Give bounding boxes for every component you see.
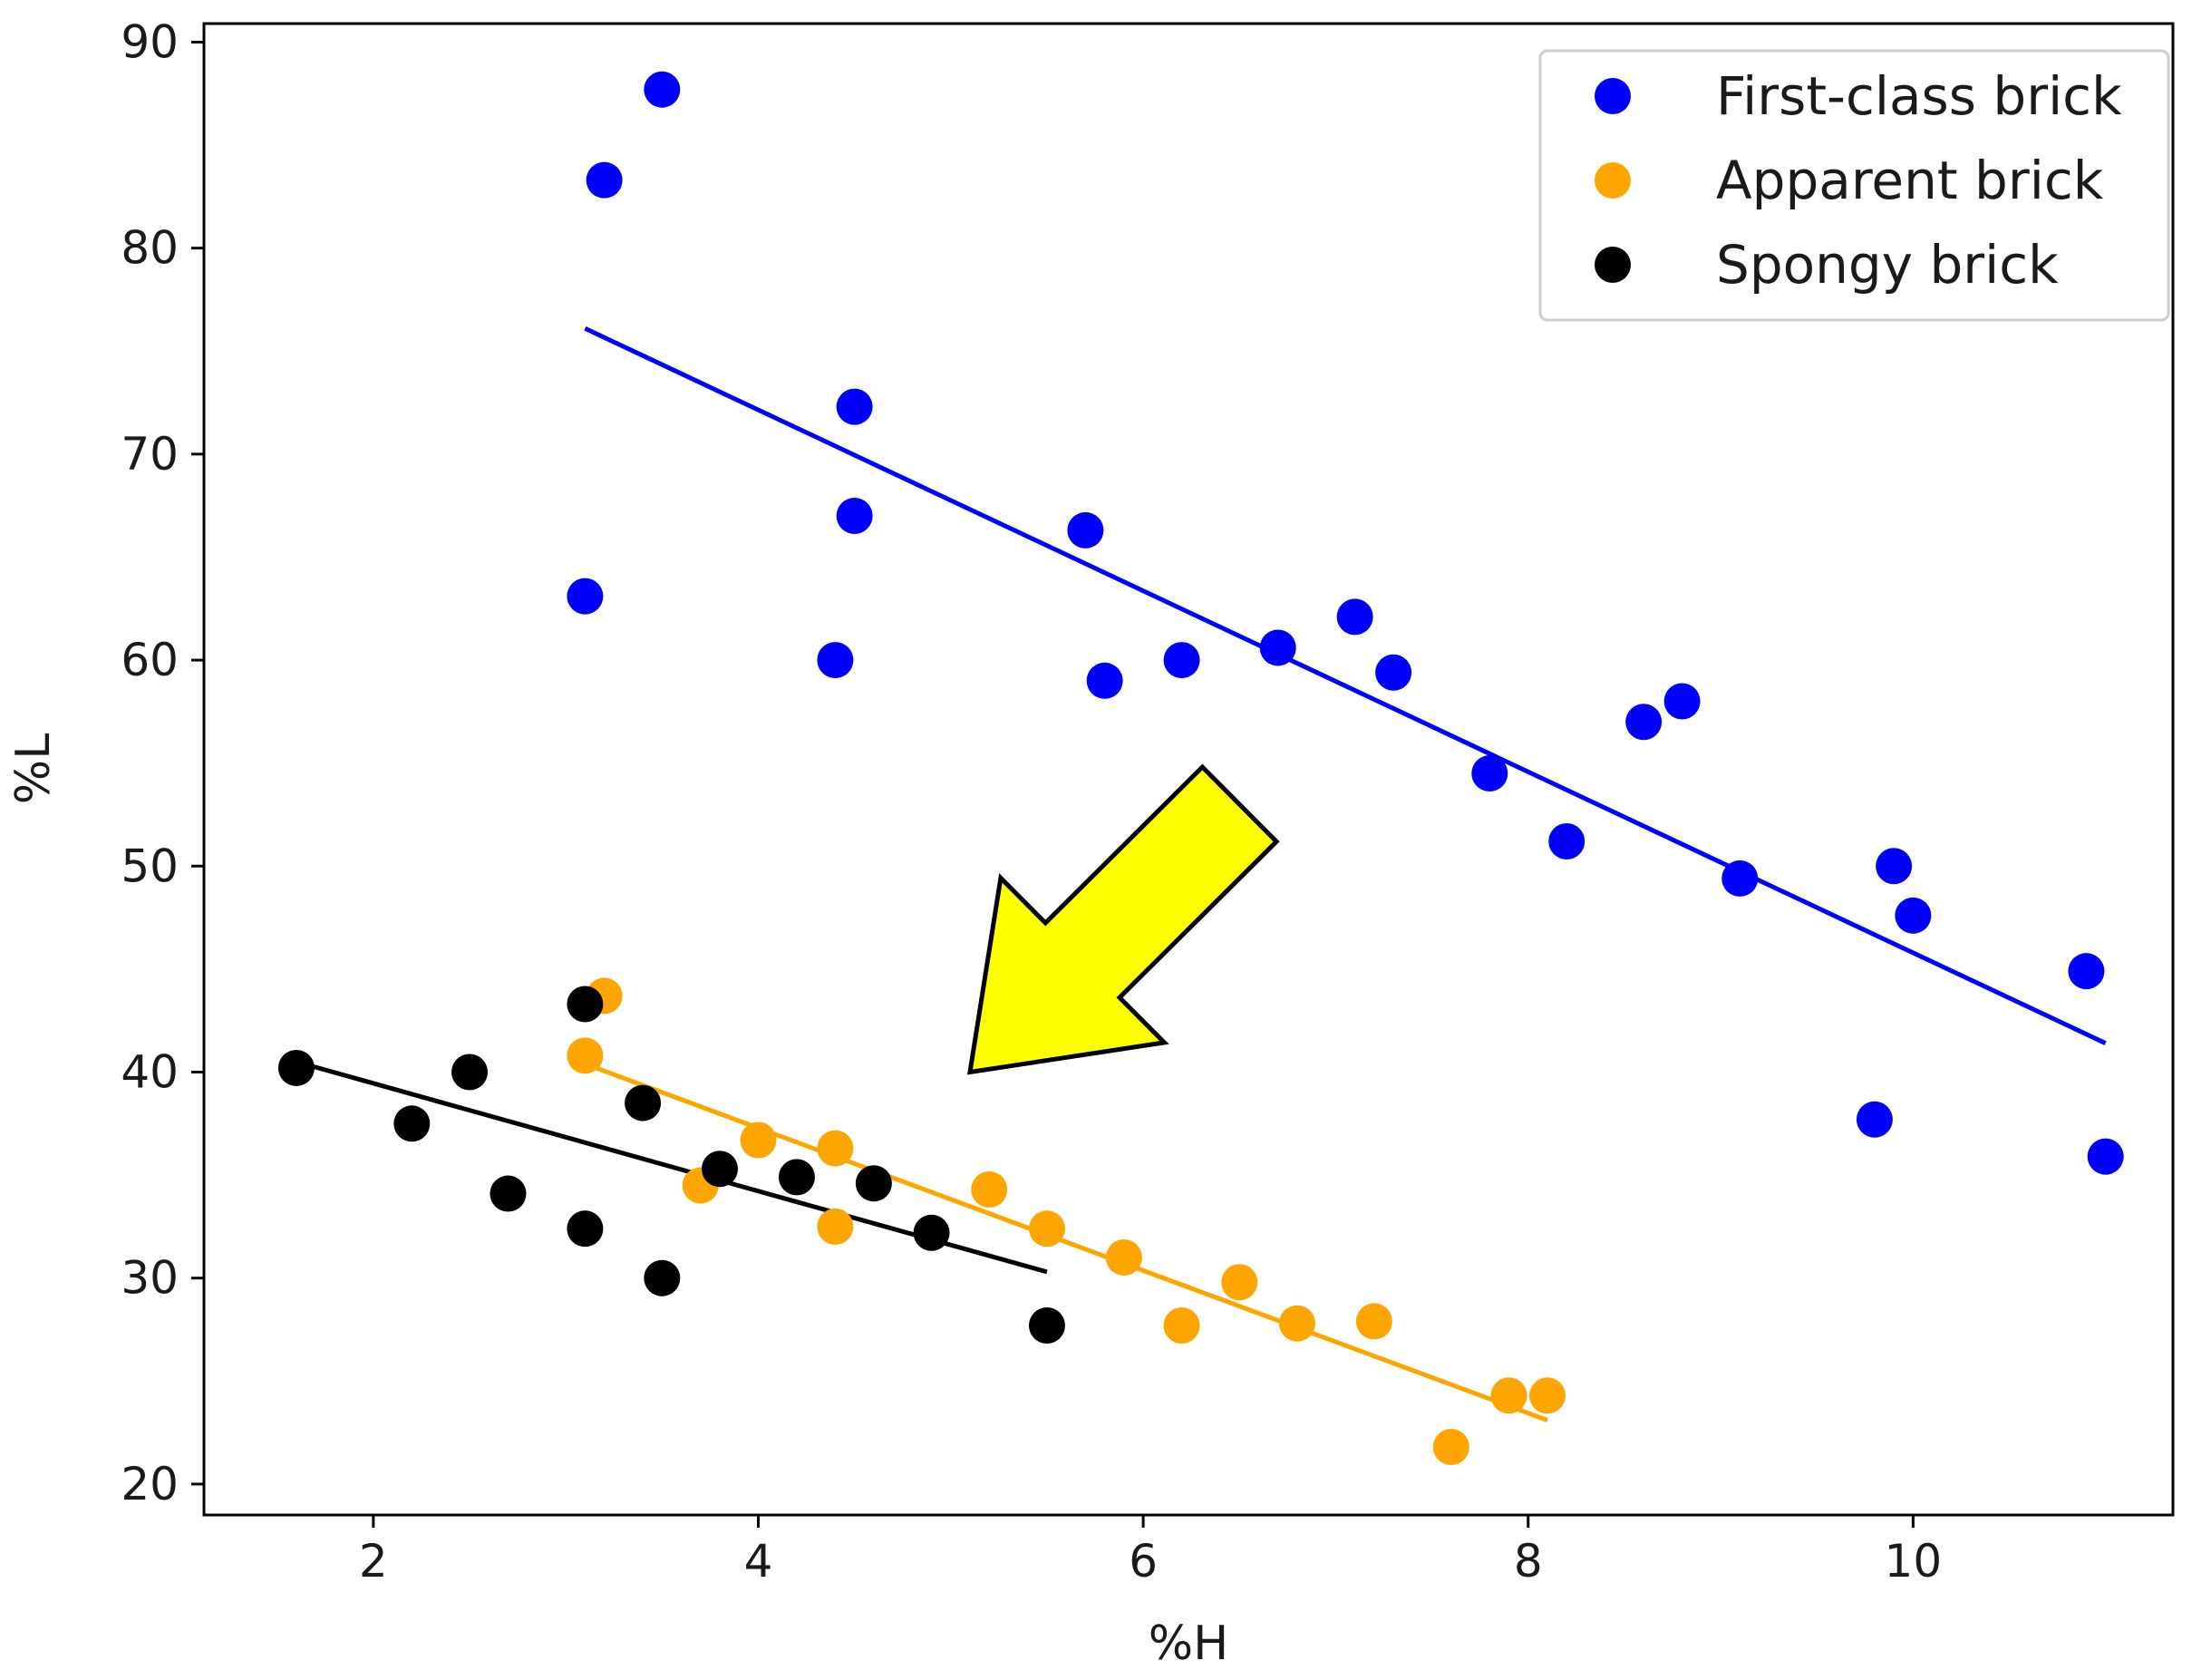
x-tick-label: 8 <box>1514 1535 1543 1588</box>
data-point <box>1067 511 1104 549</box>
legend-label: Spongy brick <box>1716 234 2059 296</box>
y-tick-label: 40 <box>121 1045 179 1098</box>
y-tick-label: 80 <box>121 222 179 275</box>
legend-marker <box>1595 247 1631 283</box>
data-point <box>1856 1101 1893 1138</box>
x-axis-label: %H <box>1149 1617 1229 1671</box>
data-point <box>1259 629 1296 666</box>
data-point <box>567 986 604 1023</box>
data-point <box>567 1037 604 1074</box>
x-tick-label: 6 <box>1129 1535 1158 1588</box>
data-point <box>1086 662 1123 699</box>
data-point <box>1105 1238 1142 1276</box>
y-tick-label: 90 <box>121 15 179 68</box>
data-point <box>451 1054 488 1091</box>
data-point <box>817 642 854 679</box>
data-point <box>1375 654 1412 691</box>
data-point <box>1471 755 1508 792</box>
data-point <box>625 1084 662 1122</box>
data-point <box>1163 1306 1200 1344</box>
data-point <box>1028 1306 1065 1344</box>
legend-marker <box>1595 162 1631 199</box>
data-point <box>1278 1305 1315 1342</box>
data-point <box>567 1210 604 1248</box>
data-point <box>836 498 873 535</box>
data-point <box>1876 848 1913 885</box>
data-point <box>855 1165 892 1202</box>
data-point <box>393 1105 431 1142</box>
data-point <box>913 1214 950 1251</box>
data-point <box>2087 1138 2124 1175</box>
arrow-shape <box>966 763 1280 1075</box>
data-point <box>567 578 604 615</box>
data-point <box>817 1208 854 1245</box>
data-point <box>2068 953 2105 990</box>
data-point <box>1528 1377 1566 1414</box>
legend-label: Apparent brick <box>1716 150 2104 211</box>
data-point <box>817 1130 854 1167</box>
legend: First-class brick Apparent brick Spongy br… <box>1538 49 2170 322</box>
x-axis-ticks: 2 4 6 8 10 <box>359 1515 1942 1588</box>
data-point <box>277 1049 315 1086</box>
data-point <box>1663 683 1701 720</box>
x-tick-label: 10 <box>1885 1535 1943 1588</box>
data-point <box>1432 1429 1469 1466</box>
y-tick-label: 60 <box>121 634 179 686</box>
x-tick-label: 4 <box>744 1535 773 1588</box>
x-tick-label: 2 <box>359 1535 388 1588</box>
data-point <box>1163 642 1200 679</box>
data-point <box>1355 1303 1392 1340</box>
y-tick-label: 30 <box>121 1252 179 1305</box>
data-point <box>644 71 681 108</box>
data-point <box>740 1122 777 1159</box>
data-point <box>778 1159 815 1196</box>
data-point <box>1721 859 1759 897</box>
legend-marker <box>1595 78 1631 114</box>
y-axis-label: %L <box>6 733 61 804</box>
fit-line-1 <box>584 1062 1548 1423</box>
y-tick-label: 20 <box>121 1458 179 1510</box>
data-points <box>277 71 2124 1466</box>
data-point <box>836 388 873 425</box>
data-point <box>1336 598 1373 636</box>
data-point <box>1028 1210 1065 1248</box>
legend-box <box>1538 49 2170 322</box>
data-point <box>644 1259 681 1296</box>
fit-line-0 <box>584 326 2107 1045</box>
data-point <box>1490 1377 1527 1414</box>
data-point <box>1895 897 1932 934</box>
data-point <box>1548 823 1586 860</box>
y-tick-label: 50 <box>121 840 179 892</box>
data-point <box>490 1175 527 1212</box>
y-tick-label: 70 <box>121 428 179 481</box>
data-point <box>586 161 623 199</box>
y-axis-ticks: 20 30 40 50 60 70 80 90 <box>121 15 204 1510</box>
legend-label: First-class brick <box>1716 65 2122 127</box>
data-point <box>1625 704 1663 741</box>
data-point <box>971 1171 1008 1209</box>
data-point <box>702 1151 739 1188</box>
plot-frame <box>202 22 2175 1517</box>
data-point <box>1221 1264 1258 1301</box>
